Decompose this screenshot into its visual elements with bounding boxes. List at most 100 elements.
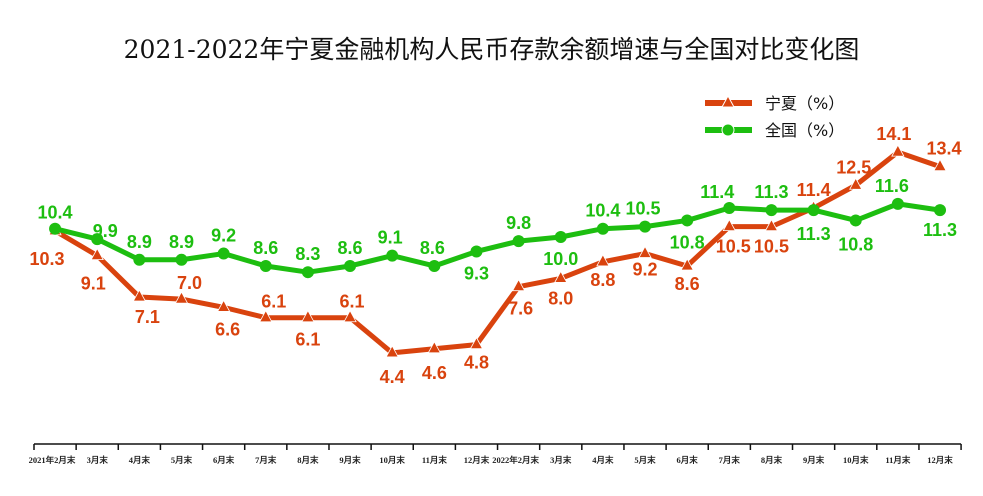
data-point [175,253,188,266]
legend-triangle-icon [721,94,735,108]
data-label: 8.6 [420,238,445,258]
legend-label: 宁夏（%） [765,94,844,113]
data-label: 10.8 [670,232,705,252]
data-point [807,204,820,217]
data-label: 14.1 [876,124,911,144]
x-tick-label: 10月末 [379,455,405,465]
data-point [49,222,62,235]
data-point [638,245,652,258]
data-point [933,158,947,172]
data-label: 4.6 [422,363,447,383]
data-label: 8.6 [253,238,278,258]
data-label: 11.4 [700,182,734,202]
data-point [259,259,272,272]
data-point [259,309,273,323]
x-tick-label: 8月末 [297,455,319,465]
data-point [596,222,609,235]
data-label: 10.4 [38,203,73,223]
x-tick-label: 2022年2月末 [492,455,539,465]
data-point [90,247,104,261]
data-label: 7.6 [508,299,533,319]
data-point [891,197,904,210]
data-label: 4.8 [464,353,489,373]
data-label: 11.6 [875,176,909,196]
data-label: 6.1 [340,292,365,312]
data-label: 8.9 [169,232,194,252]
data-label: 8.3 [295,244,320,264]
data-label: 8.6 [675,274,700,294]
data-point [343,309,357,323]
data-label: 10.5 [626,199,661,219]
data-label: 9.1 [378,228,403,248]
data-label: 12.5 [836,157,871,177]
data-label: 9.1 [81,274,106,294]
data-point [934,204,947,217]
data-point [132,289,147,302]
data-label: 7.0 [177,273,202,293]
data-point [385,345,399,358]
data-point [470,245,483,258]
data-point [554,270,568,283]
data-point [133,253,146,266]
data-label: 9.9 [93,221,118,241]
data-point [217,247,230,260]
data-label: 4.4 [380,367,405,387]
chart-title: 2021-2022年宁夏金融机构人民币存款余额增速与全国对比变化图 [123,35,860,64]
data-label: 8.6 [338,238,363,258]
x-tick-label: 12月末 [464,455,490,465]
data-label: 6.1 [261,292,286,312]
data-label: 11.4 [797,180,831,200]
x-tick-label: 6月末 [677,455,699,465]
data-point [764,218,779,232]
x-tick-label: 7月末 [255,455,277,465]
data-point [680,258,694,271]
data-label: 11.3 [754,182,788,202]
data-label: 10.4 [585,201,620,221]
x-tick-label: 7月末 [719,455,741,465]
data-label: 13.4 [926,139,961,159]
data-label: 9.2 [211,226,236,246]
x-tick-label: 3月末 [87,455,109,465]
data-label: 9.8 [506,213,531,233]
data-point [301,266,314,279]
x-tick-label: 10月末 [843,455,869,465]
data-label: 10.8 [838,234,873,254]
data-point [428,259,441,272]
data-point [469,336,484,350]
x-tick-label: 9月末 [339,455,361,465]
x-tick-label: 9月末 [803,455,825,465]
data-point [386,249,399,262]
data-point [723,202,736,215]
x-tick-label: 6月末 [213,455,235,465]
data-label: 10.3 [30,249,65,269]
data-label: 7.1 [135,307,160,327]
data-point [512,235,525,248]
data-point [174,291,189,304]
data-point [216,299,231,312]
data-point [554,231,567,243]
x-tick-label: 4月末 [592,455,614,465]
data-point [681,214,694,227]
data-label: 6.1 [295,330,320,350]
data-point [344,259,357,272]
series-line-national [54,201,941,275]
data-point [427,340,442,354]
x-tick-label: 8月末 [761,455,783,465]
data-label: 10.5 [716,237,751,257]
x-tick-label: 5月末 [171,455,193,465]
data-point [765,204,778,217]
data-point [849,177,863,190]
legend-circle-icon [721,123,735,137]
data-label: 8.8 [590,270,615,290]
data-label: 11.3 [797,224,831,244]
data-point [91,233,104,246]
x-tick-label: 11月末 [422,455,448,465]
data-point [639,220,652,233]
data-label: 9.3 [464,263,489,283]
data-label: 11.3 [923,220,957,240]
x-tick-label: 12月末 [927,455,953,465]
x-tick-label: 2021年2月末 [29,455,76,465]
data-label: 10.5 [754,237,789,257]
